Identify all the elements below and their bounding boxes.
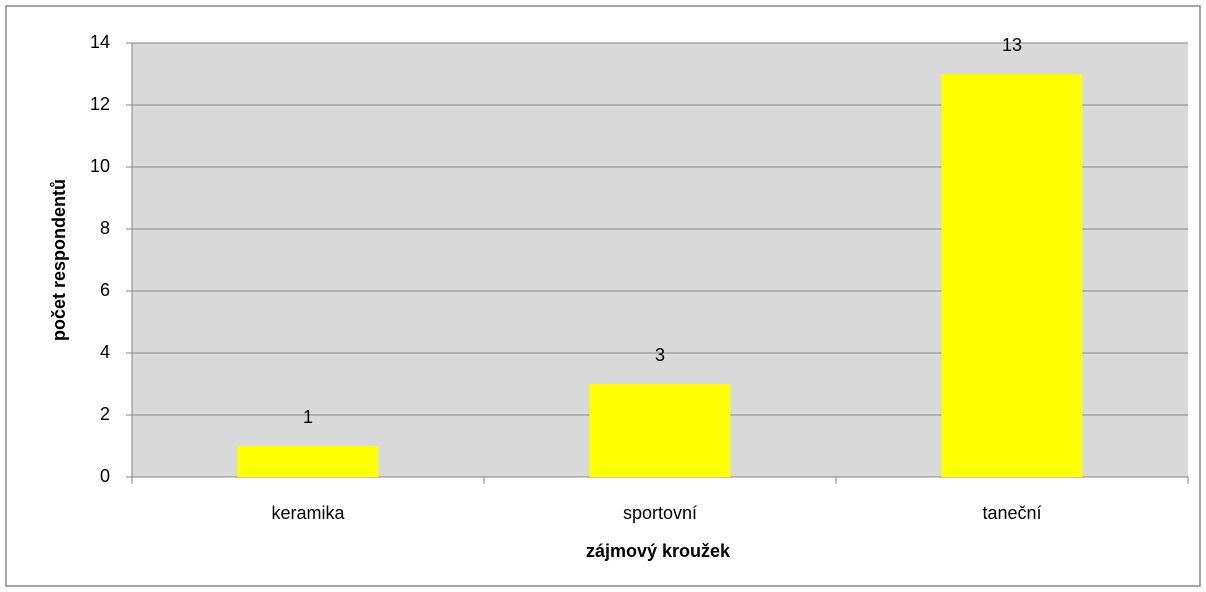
bar xyxy=(941,74,1083,477)
bar xyxy=(237,446,379,477)
x-tick-label: keramika xyxy=(271,503,345,523)
data-label: 3 xyxy=(655,345,665,365)
data-label: 13 xyxy=(1002,35,1022,55)
y-tick-label: 12 xyxy=(90,94,110,114)
bar xyxy=(589,384,731,477)
x-tick-label: taneční xyxy=(982,503,1041,523)
y-tick-label: 8 xyxy=(100,218,110,238)
y-tick-label: 6 xyxy=(100,280,110,300)
y-tick-label: 10 xyxy=(90,156,110,176)
y-tick-label: 2 xyxy=(100,404,110,424)
x-tick-label: sportovní xyxy=(623,503,697,523)
data-label: 1 xyxy=(303,407,313,427)
y-axis-title: počet respondentů xyxy=(49,179,69,341)
y-tick-label: 4 xyxy=(100,342,110,362)
x-axis-title: zájmový kroužek xyxy=(586,541,731,561)
y-tick-label: 0 xyxy=(100,466,110,486)
y-tick-label: 14 xyxy=(90,32,110,52)
